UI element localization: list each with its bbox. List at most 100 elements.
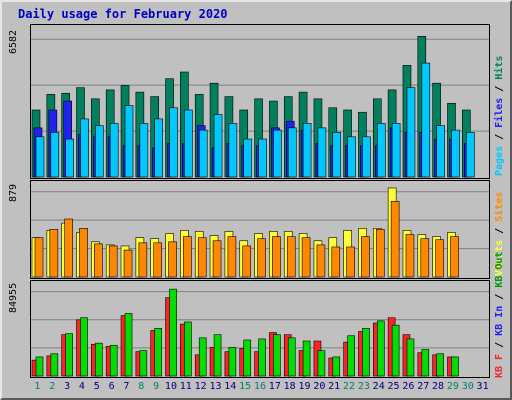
bar-kb-out: [154, 328, 163, 377]
bar-pages: [391, 123, 401, 178]
bar-sites: [346, 246, 355, 278]
bar-pages: [258, 138, 267, 178]
bar-kb-out: [332, 356, 341, 377]
bar-kb-out: [406, 338, 415, 377]
x-tick-label: 2: [49, 381, 56, 392]
bar-kb-out: [50, 353, 59, 377]
bar-kb-out: [347, 335, 355, 377]
bar-kb-out: [35, 356, 44, 377]
bar-sites: [64, 218, 73, 278]
bar-kb-out: [243, 339, 252, 377]
bar-pages: [50, 132, 60, 178]
bar-kb-out: [391, 324, 400, 377]
x-tick-label: 18: [283, 381, 296, 392]
bar-pages: [406, 87, 416, 178]
bar-sites: [301, 237, 311, 278]
bar-sites: [34, 237, 44, 278]
bar-kb-out: [169, 288, 177, 377]
bar-pages: [376, 123, 386, 178]
bar-kb-out: [65, 333, 73, 377]
bar-pages: [95, 125, 104, 178]
x-axis-labels: 1 2 3 4 5 6 7 8 9 10 11 12 13 14 15 16 17 18 19 20 21 22 23 24 2…: [30, 381, 490, 395]
bar-sites: [227, 236, 237, 278]
bar-pages: [184, 109, 193, 178]
bar-kb-out: [258, 338, 266, 377]
bar-sites: [108, 245, 118, 278]
bar-pages: [154, 118, 164, 178]
bar-kb-out: [213, 334, 222, 377]
bar-kb-out: [436, 353, 444, 377]
bar-sites: [390, 201, 400, 278]
bar-sites: [138, 242, 148, 278]
x-tick-label: 21: [328, 381, 341, 392]
bar-sites: [435, 239, 444, 278]
bar-kb-out: [451, 356, 459, 377]
bar-sites: [153, 242, 163, 278]
x-tick-label: 8: [138, 381, 145, 392]
bar-sites: [272, 236, 281, 278]
bar-sites: [405, 234, 415, 278]
x-tick-label: 9: [153, 381, 160, 392]
bar-kb-out: [184, 321, 192, 377]
bar-kb-out: [362, 328, 370, 377]
x-tick-label: 23: [357, 381, 370, 392]
bar-sites: [212, 240, 222, 278]
x-tick-label: 11: [179, 381, 192, 392]
bar-kb-out: [109, 344, 118, 377]
x-tick-label: 19: [298, 381, 311, 392]
bar-pages: [287, 127, 297, 178]
bar-pages: [169, 107, 178, 178]
bar-sites: [168, 241, 177, 278]
bar-sites: [242, 245, 252, 278]
x-tick-label: 26: [402, 381, 415, 392]
bar-pages: [213, 114, 223, 178]
chart-title: Daily usage for February 2020: [18, 7, 228, 21]
bar-kb-out: [317, 350, 326, 377]
bar-sites: [361, 236, 370, 278]
bar-pages: [139, 123, 149, 178]
bar-pages: [35, 136, 45, 178]
bar-pages: [451, 129, 460, 178]
bar-sites: [49, 229, 59, 278]
x-tick-label: 16: [253, 381, 267, 392]
bar-kb-out: [302, 340, 311, 377]
bar-kb-out: [95, 342, 103, 377]
bar-pages: [317, 127, 327, 178]
bar-pages: [362, 136, 371, 178]
x-tick-label: 22: [343, 381, 356, 392]
bar-sites: [79, 228, 88, 278]
bar-pages: [80, 118, 89, 178]
x-tick-label: 5: [93, 381, 100, 392]
bar-kb-out: [228, 347, 237, 377]
x-tick-label: 25: [387, 381, 400, 392]
x-tick-label: 6: [108, 381, 115, 392]
bar-sites: [183, 236, 192, 278]
bar-sites: [375, 229, 385, 278]
bar-pages: [243, 138, 253, 178]
x-tick-label: 14: [224, 381, 237, 392]
bar-sites: [94, 243, 103, 278]
x-tick-label: 4: [78, 381, 85, 392]
bar-sites: [197, 237, 207, 278]
bar-pages: [332, 132, 342, 178]
bar-kb-out: [421, 349, 430, 377]
x-tick-label: 12: [194, 381, 207, 392]
bar-kb-out: [273, 334, 281, 377]
bar-sites: [286, 236, 296, 278]
x-tick-label: 30: [461, 381, 474, 392]
x-tick-label: 10: [164, 381, 177, 392]
x-tick-label: 31: [476, 381, 489, 392]
x-tick-label: 29: [446, 381, 459, 392]
bar-kb-out: [198, 337, 207, 377]
bar-sites: [123, 249, 133, 278]
bar-sites: [331, 246, 341, 278]
bar-pages: [198, 129, 208, 178]
x-tick-label: 3: [64, 381, 71, 392]
x-tick-label: 20: [313, 381, 326, 392]
x-tick-label: 15: [239, 381, 252, 392]
x-tick-label: 28: [432, 381, 445, 392]
bar-kb-out: [80, 317, 88, 377]
bar-sites: [420, 238, 430, 278]
x-tick-label: 1: [34, 381, 41, 392]
bar-kb-out: [124, 313, 133, 377]
